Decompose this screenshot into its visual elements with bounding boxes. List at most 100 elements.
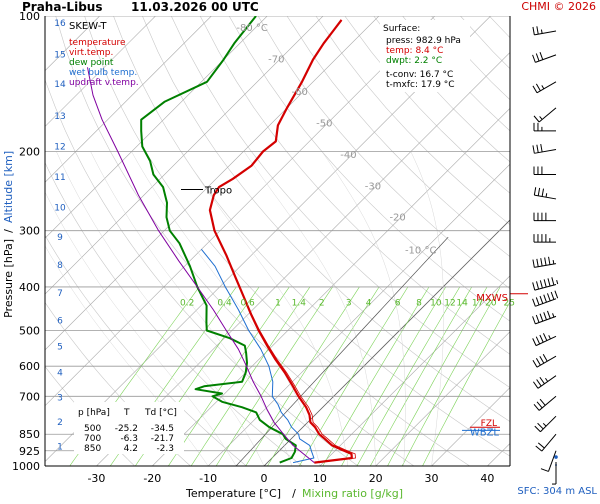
mixing-ratio-label: 1: [275, 298, 281, 308]
table-cell-p: 850: [84, 444, 101, 454]
mixing-ratio-label: 2: [319, 298, 325, 308]
km-tick-label: 14: [54, 80, 66, 90]
km-tick-label: 5: [57, 343, 63, 353]
isotherm-label: -70: [268, 55, 284, 66]
mixing-ratio-label: 1.4: [292, 298, 307, 308]
x-tick-label: 40: [480, 472, 494, 485]
surface-wind-dot: [554, 455, 558, 459]
tropopause-label: Tropo: [204, 186, 232, 197]
x-tick-label: -10: [199, 472, 217, 485]
mixing-ratio-label: 0.6: [240, 298, 255, 308]
table-cell-p: 500: [84, 424, 101, 434]
mixing-ratio-label: 0.4: [217, 298, 232, 308]
km-tick-label: 13: [54, 112, 65, 122]
surface-temperature: temp: 8.4 °C: [386, 46, 443, 56]
x-tick-label: -20: [143, 472, 161, 485]
legend-item-temperature: temperature: [69, 38, 126, 48]
x-tick-label: 0: [261, 472, 268, 485]
mixing-ratio-label: 14: [456, 298, 468, 308]
legend-item-wet-bulb: wet bulb temp.: [69, 68, 137, 78]
mixing-ratio-label: 0.2: [180, 298, 194, 308]
isotherm-label: -50: [316, 118, 332, 129]
y-axis-label-altitude: Altitude [km]: [2, 151, 15, 223]
surface-tmxfc: t-mxfc: 17.9 °C: [386, 80, 455, 90]
table-cell-t: -6.3: [120, 434, 138, 444]
surface-tconv: t-conv: 16.7 °C: [386, 70, 453, 80]
mixing-ratio-label: 3: [346, 298, 352, 308]
max-wind-label: MXWS: [476, 293, 508, 304]
x-tick-label: 10: [313, 472, 327, 485]
km-tick-label: 1: [57, 442, 63, 452]
y-tick-label: 700: [19, 390, 40, 403]
credit-label: CHMI © 2026: [521, 0, 596, 13]
wind-barb-half-flag: [553, 260, 554, 264]
table-cell-td: -21.7: [151, 434, 174, 444]
y-tick-label: 200: [19, 145, 40, 158]
legend-title: SKEW-T: [69, 21, 107, 32]
table-cell-t: -25.2: [115, 424, 138, 434]
x-axis-separator: /: [292, 487, 296, 500]
x-axis-label: Temperature [°C]: [185, 487, 281, 500]
surface-info-box: Surface: press: 982.9 hPa temp: 8.4 °C d…: [380, 20, 470, 92]
surface-height-label: SFC: 304 m ASL: [517, 486, 597, 497]
isotherm-label: -40: [340, 150, 356, 161]
y-tick-label: 100: [19, 10, 40, 23]
isotherm-label: -10 °C: [405, 245, 437, 256]
km-tick-label: 6: [57, 316, 63, 326]
mixing-ratio-label: 4: [366, 298, 372, 308]
mixing-ratio-label: 8: [416, 298, 422, 308]
wind-barb-half-flag: [541, 30, 542, 34]
surface-title: Surface:: [383, 24, 420, 34]
km-tick-label: 9: [57, 233, 63, 243]
level-table: p [hPa] T Td [°C] 500 -25.2 -34.5 700 -6…: [74, 402, 184, 454]
km-tick-label: 15: [54, 50, 65, 60]
table-cell-td: -2.3: [156, 444, 174, 454]
y-tick-label: 925: [19, 445, 40, 458]
table-header-t: T: [123, 408, 130, 418]
km-tick-label: 4: [57, 368, 63, 378]
table-cell-p: 700: [84, 434, 101, 444]
km-tick-label: 2: [57, 418, 63, 428]
y-axis-separator: /: [2, 229, 15, 233]
km-tick-label: 11: [54, 173, 65, 183]
km-tick-label: 12: [54, 143, 65, 153]
surface-dewpoint: dwpt: 2.2 °C: [386, 56, 442, 66]
x-tick-label: 30: [425, 472, 439, 485]
x-axis-label-mixing-ratio: Mixing ratio [g/kg]: [302, 487, 403, 500]
y-tick-label: 400: [19, 281, 40, 294]
x-axis-title: Temperature [°C] / Mixing ratio [g/kg]: [185, 487, 403, 500]
legend-item-updraft: updraft v.temp.: [69, 78, 139, 88]
km-tick-label: 10: [54, 203, 66, 213]
y-axis-label: Pressure [hPa]: [2, 239, 15, 318]
y-tick-label: 850: [19, 428, 40, 441]
km-tick-label: 16: [54, 19, 66, 29]
mixing-ratio-label: 10: [430, 298, 442, 308]
x-tick-label: 20: [369, 472, 383, 485]
y-tick-label: 500: [19, 325, 40, 338]
table-header-p: p [hPa]: [78, 408, 110, 418]
km-tick-label: 8: [57, 261, 63, 271]
table-cell-t: 4.2: [124, 444, 138, 454]
mixing-ratio-label: 6: [395, 298, 401, 308]
wind-barb-half-flag: [546, 193, 547, 197]
km-tick-label: 7: [57, 289, 63, 299]
isotherm-label: -60: [291, 87, 307, 98]
legend-item-dew-point: dew point: [69, 58, 114, 68]
km-tick-label: 3: [57, 394, 63, 404]
legend-item-virt-temp: virt.temp.: [69, 48, 113, 58]
isotherm-label: -20: [389, 213, 405, 224]
y-tick-label: 1000: [12, 460, 40, 473]
sounding-datetime: 11.03.2026 00 UTC: [131, 0, 259, 14]
table-cell-td: -34.5: [151, 424, 174, 434]
isotherm-label: -30: [365, 182, 381, 193]
table-header-td: Td [°C]: [144, 408, 177, 418]
y-tick-label: 600: [19, 360, 40, 373]
x-tick-label: -30: [87, 472, 105, 485]
mixing-ratio-label: 12: [444, 298, 455, 308]
y-tick-label: 300: [19, 225, 40, 238]
surface-pressure: press: 982.9 hPa: [386, 36, 461, 46]
isotherm-label: -80 °C: [236, 23, 268, 34]
wet-bulb-zero-label: WBZL: [470, 427, 500, 438]
